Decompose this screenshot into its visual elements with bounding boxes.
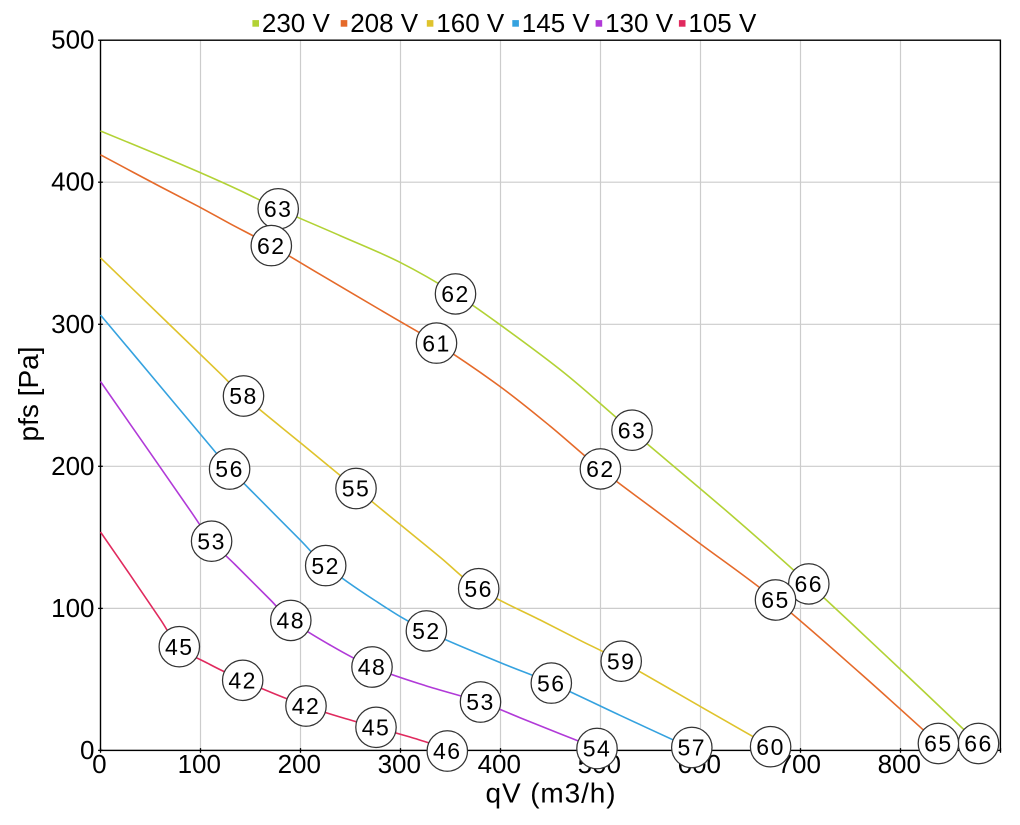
svg-text:62: 62	[586, 456, 615, 482]
svg-text:66: 66	[795, 571, 824, 597]
svg-text:48: 48	[277, 608, 306, 634]
svg-text:59: 59	[607, 648, 636, 674]
svg-text:61: 61	[422, 330, 451, 356]
svg-text:46: 46	[433, 738, 462, 764]
svg-text:230 V: 230 V	[262, 8, 331, 38]
svg-text:800: 800	[878, 749, 921, 779]
svg-text:57: 57	[678, 735, 707, 761]
svg-text:65: 65	[761, 587, 790, 613]
svg-text:qV (m3/h): qV (m3/h)	[485, 777, 616, 808]
svg-text:63: 63	[618, 417, 647, 443]
svg-text:56: 56	[464, 576, 493, 602]
svg-text:52: 52	[311, 553, 340, 579]
svg-text:200: 200	[51, 451, 94, 481]
svg-text:45: 45	[165, 634, 194, 660]
svg-text:100: 100	[178, 749, 221, 779]
svg-text:62: 62	[441, 281, 470, 307]
svg-text:60: 60	[756, 734, 785, 760]
svg-text:62: 62	[257, 233, 286, 259]
svg-text:400: 400	[51, 167, 94, 197]
svg-text:105 V: 105 V	[688, 8, 757, 38]
svg-text:300: 300	[378, 749, 421, 779]
svg-text:56: 56	[537, 670, 566, 696]
svg-text:130 V: 130 V	[605, 8, 674, 38]
svg-text:42: 42	[228, 668, 257, 694]
svg-text:53: 53	[466, 689, 495, 715]
svg-text:45: 45	[362, 715, 391, 741]
svg-text:145 V: 145 V	[522, 8, 591, 38]
svg-text:208 V: 208 V	[350, 8, 419, 38]
svg-text:66: 66	[964, 731, 993, 757]
svg-text:0: 0	[80, 735, 94, 765]
svg-text:0: 0	[92, 749, 106, 779]
svg-text:65: 65	[924, 731, 953, 757]
svg-text:pfs [Pa]: pfs [Pa]	[13, 347, 44, 442]
svg-text:200: 200	[278, 749, 321, 779]
svg-text:54: 54	[583, 736, 612, 762]
svg-text:100: 100	[51, 593, 94, 623]
svg-text:56: 56	[215, 456, 244, 482]
svg-text:300: 300	[51, 309, 94, 339]
svg-text:55: 55	[342, 476, 371, 502]
svg-text:400: 400	[478, 749, 521, 779]
svg-text:160 V: 160 V	[436, 8, 505, 38]
svg-text:500: 500	[51, 25, 94, 55]
svg-text:53: 53	[197, 528, 226, 554]
svg-text:42: 42	[292, 693, 321, 719]
svg-text:63: 63	[264, 196, 293, 222]
svg-text:58: 58	[229, 383, 258, 409]
svg-text:48: 48	[358, 654, 387, 680]
svg-text:52: 52	[412, 618, 441, 644]
